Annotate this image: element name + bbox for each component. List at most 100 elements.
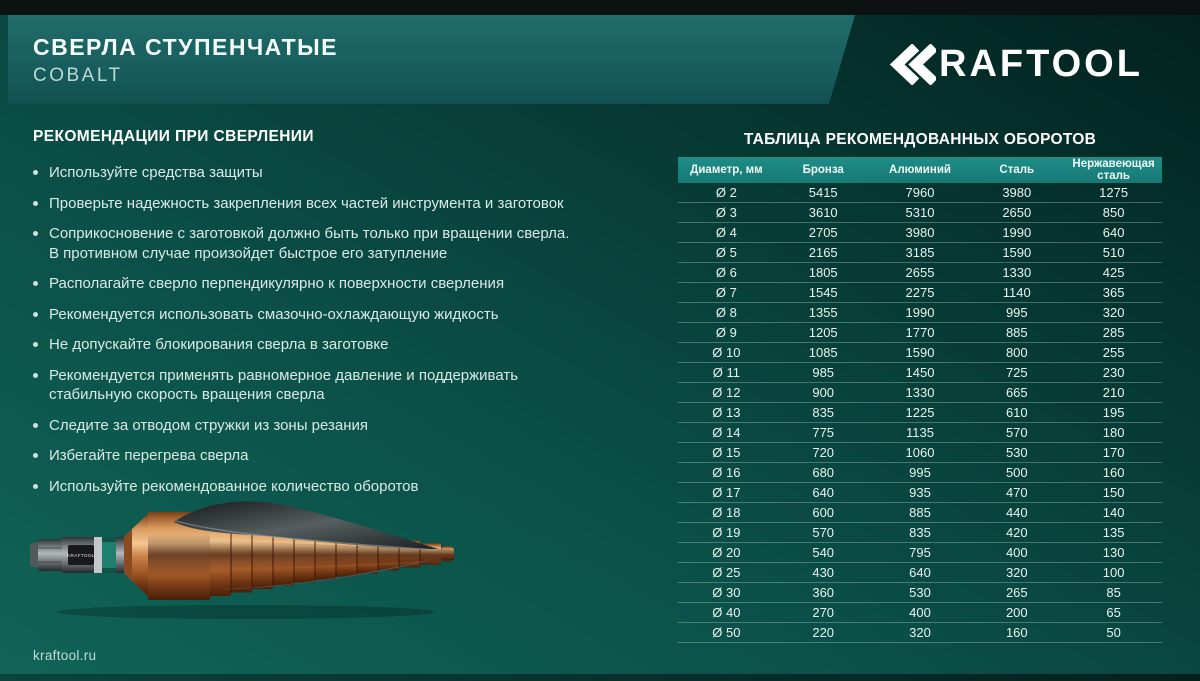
table-cell: 320 — [909, 625, 931, 640]
bullet-icon — [33, 372, 38, 378]
column-header: Сталь — [999, 164, 1035, 176]
table-row: Ø 18 600 885 440 140 — [678, 502, 1162, 522]
table-row: Ø 30 360 530 265 85 — [678, 582, 1162, 602]
table-cell: 200 — [1005, 605, 1028, 620]
table-cell: 995 — [909, 465, 931, 480]
table-cell: 530 — [1005, 445, 1028, 460]
table-cell: 2650 — [1002, 205, 1032, 220]
recommendations-list: Используйте средства защиты Проверьте над… — [33, 163, 578, 496]
table-cell: 1355 — [808, 305, 838, 320]
step-drill-image: KRAFTOOL — [30, 501, 454, 619]
table-cell: Ø 10 — [712, 345, 741, 360]
table-cell: 135 — [1102, 525, 1125, 540]
table-row: Ø 13 835 1225 610 195 — [678, 402, 1162, 422]
table-row: Ø 50 220 320 160 50 — [678, 622, 1162, 643]
list-item-text: Избегайте перегрева сверла — [49, 447, 249, 464]
list-item-text: Располагайте сверло перпендикулярно к по… — [49, 275, 505, 292]
table-cell: 835 — [812, 405, 835, 420]
column-header: Нержавеющая сталь — [1072, 158, 1155, 182]
table-cell: 170 — [1102, 445, 1125, 460]
column-header: Бронза — [802, 164, 844, 176]
table-cell: Ø 20 — [712, 545, 741, 560]
table-row: Ø 4 2705 3980 1990 640 — [678, 222, 1162, 242]
list-item: Следите за отводом стружки из зоны резан… — [33, 416, 578, 436]
table-cell: Ø 6 — [715, 265, 737, 280]
list-item: Проверьте надежность закрепления всех ча… — [33, 194, 578, 214]
table-cell: 725 — [1005, 365, 1028, 380]
table-cell: Ø 9 — [715, 325, 737, 340]
table-cell: 570 — [1005, 425, 1028, 440]
table-cell: 440 — [1005, 505, 1028, 520]
table-row: Ø 8 1355 1990 995 320 — [678, 302, 1162, 322]
table-row: Ø 25 430 640 320 100 — [678, 562, 1162, 582]
table-row: Ø 15 720 1060 530 170 — [678, 442, 1162, 462]
table-cell: Ø 12 — [712, 385, 741, 400]
table-body: Ø 2 5415 7960 3980 1275 Ø 3 3610 5310 2650 850 Ø 4… — [678, 183, 1162, 643]
table-cell: 1135 — [906, 425, 934, 440]
bullet-icon — [33, 170, 38, 175]
column-header: Алюминий — [889, 164, 951, 176]
table-cell: 130 — [1102, 545, 1125, 560]
table-cell: 2165 — [808, 245, 838, 260]
table-cell: 500 — [1005, 465, 1028, 480]
list-item: Рекомендуется использовать смазочно-охла… — [33, 305, 578, 325]
table-cell: 1330 — [1002, 265, 1032, 280]
table-cell: 640 — [812, 485, 835, 500]
table-cell: 1770 — [905, 325, 935, 340]
table-cell: Ø 40 — [712, 605, 741, 620]
recommendations-title: РЕКОМЕНДАЦИИ ПРИ СВЕРЛЕНИИ — [33, 128, 314, 145]
list-item: Используйте рекомендованное количество о… — [33, 477, 578, 497]
table-cell: Ø 4 — [715, 225, 737, 240]
table-cell: 3980 — [905, 225, 935, 240]
table-cell: Ø 2 — [715, 185, 737, 200]
list-item-text: Рекомендуется использовать смазочно-охла… — [49, 305, 499, 323]
website-label: kraftool.ru — [33, 648, 97, 663]
table-cell: Ø 17 — [712, 485, 741, 500]
kraftool-logo: RAFTOOL — [888, 42, 1143, 86]
table-cell: 1330 — [905, 385, 935, 400]
table-cell: 2655 — [905, 265, 935, 280]
table-row: Ø 40 270 400 200 65 — [678, 602, 1162, 622]
bullet-icon — [33, 281, 38, 286]
table-row: Ø 5 2165 3185 1590 510 — [678, 242, 1162, 262]
table-cell: 935 — [909, 485, 931, 500]
column-header: Диаметр, мм — [690, 164, 763, 176]
table-row: Ø 12 900 1330 665 210 — [678, 382, 1162, 402]
list-item: Соприкосновение с заготовкой должно быть… — [33, 224, 578, 263]
table-cell: 255 — [1102, 345, 1125, 360]
table-cell: Ø 18 — [712, 505, 741, 520]
table-row: Ø 2 5415 7960 3980 1275 — [678, 183, 1162, 202]
top-bar — [0, 0, 1200, 15]
table-cell: 100 — [1102, 565, 1125, 580]
table-row: Ø 6 1805 2655 1330 425 — [678, 262, 1162, 282]
table-cell: 835 — [909, 525, 931, 540]
table-cell: Ø 16 — [712, 465, 741, 480]
brand-wordmark-rest: RAFTOOL — [939, 43, 1143, 85]
table-cell: Ø 13 — [712, 405, 741, 420]
bullet-icon — [33, 422, 38, 428]
table-cell: 160 — [1005, 625, 1028, 640]
table-cell: 885 — [909, 505, 931, 520]
drill-shank-label: KRAFTOOL — [67, 553, 95, 558]
list-item-text: Используйте средства защиты — [49, 164, 263, 181]
table-cell: 160 — [1102, 465, 1125, 480]
table-cell: 3980 — [1002, 185, 1032, 200]
bullet-icon — [33, 200, 38, 206]
table-cell: 1225 — [905, 405, 935, 420]
table-cell: 5310 — [905, 205, 935, 220]
table-row: Ø 14 775 1135 570 180 — [678, 422, 1162, 442]
list-item: Располагайте сверло перпендикулярно к по… — [33, 274, 578, 294]
table-cell: 265 — [1005, 585, 1028, 600]
table-cell: 1805 — [808, 265, 838, 280]
table-cell: 320 — [1005, 565, 1028, 580]
table-cell: 640 — [1102, 225, 1125, 240]
table-cell: 365 — [1102, 285, 1125, 300]
table-cell: 795 — [909, 545, 931, 560]
table-cell: 900 — [812, 385, 835, 400]
bullet-icon — [33, 231, 38, 236]
table-cell: Ø 30 — [712, 585, 741, 600]
table-row: Ø 7 1545 2275 1140 365 — [678, 282, 1162, 302]
speed-table-section: ТАБЛИЦА РЕКОМЕНДОВАННЫХ ОБОРОТОВ Диаметр… — [678, 131, 1162, 643]
table-cell: 1545 — [808, 285, 838, 300]
